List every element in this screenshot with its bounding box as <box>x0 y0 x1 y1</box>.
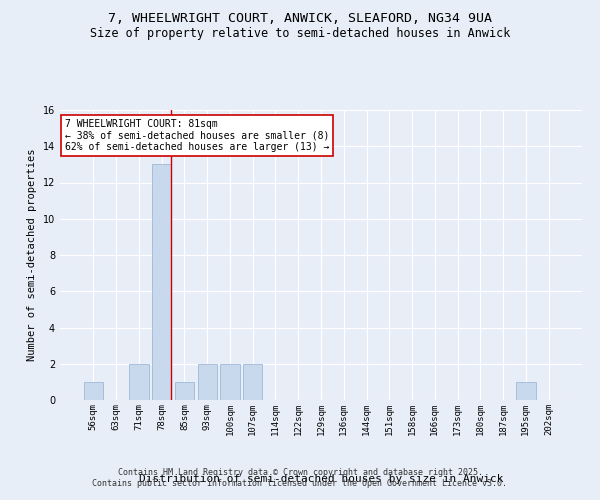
Bar <box>175 382 194 400</box>
Y-axis label: Number of semi-detached properties: Number of semi-detached properties <box>27 149 37 361</box>
Text: Size of property relative to semi-detached houses in Anwick: Size of property relative to semi-detach… <box>90 28 510 40</box>
Bar <box>84 382 103 400</box>
Text: 7 WHEELWRIGHT COURT: 81sqm
← 38% of semi-detached houses are smaller (8)
62% of : 7 WHEELWRIGHT COURT: 81sqm ← 38% of semi… <box>65 118 329 152</box>
Bar <box>516 382 536 400</box>
Bar <box>220 364 239 400</box>
Bar <box>152 164 172 400</box>
Text: 7, WHEELWRIGHT COURT, ANWICK, SLEAFORD, NG34 9UA: 7, WHEELWRIGHT COURT, ANWICK, SLEAFORD, … <box>108 12 492 26</box>
X-axis label: Distribution of semi-detached houses by size in Anwick: Distribution of semi-detached houses by … <box>139 474 503 484</box>
Text: Contains HM Land Registry data © Crown copyright and database right 2025.
Contai: Contains HM Land Registry data © Crown c… <box>92 468 508 487</box>
Bar <box>243 364 262 400</box>
Bar <box>129 364 149 400</box>
Bar <box>197 364 217 400</box>
